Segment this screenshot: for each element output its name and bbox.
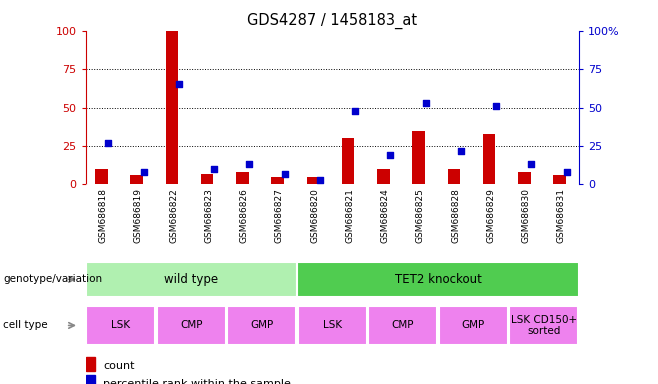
Bar (95, 169, 107, 184)
Text: GSM686821: GSM686821 (345, 188, 355, 243)
Point (385, 152, 395, 158)
Text: CMP: CMP (180, 320, 203, 331)
Point (315, 177, 325, 183)
Bar (236, 172, 249, 184)
Point (456, 147, 467, 154)
Bar (483, 134, 495, 184)
Bar (368, 306, 438, 345)
Point (350, 108, 361, 114)
Bar (413, 131, 425, 184)
Point (491, 103, 501, 109)
Text: LSK: LSK (322, 320, 342, 331)
Bar (86, 374, 95, 384)
Bar (377, 169, 390, 184)
Text: genotype/variation: genotype/variation (3, 274, 103, 285)
Text: GMP: GMP (462, 320, 485, 331)
Bar (201, 174, 213, 184)
Point (561, 169, 572, 175)
Text: GSM686830: GSM686830 (522, 188, 530, 243)
Text: GSM686823: GSM686823 (205, 188, 213, 243)
Bar (130, 175, 143, 184)
Point (209, 166, 220, 172)
Bar (297, 306, 367, 345)
Point (280, 170, 290, 177)
Bar (553, 175, 566, 184)
Bar (297, 262, 579, 297)
Point (103, 140, 114, 146)
Text: GSM686818: GSM686818 (99, 188, 108, 243)
Text: percentile rank within the sample: percentile rank within the sample (103, 379, 291, 384)
Text: GMP: GMP (250, 320, 274, 331)
Point (174, 81, 184, 88)
Title: GDS4287 / 1458183_at: GDS4287 / 1458183_at (247, 13, 417, 29)
Bar (439, 306, 508, 345)
Bar (519, 172, 530, 184)
Bar (86, 306, 155, 345)
Text: GSM686825: GSM686825 (416, 188, 425, 243)
Bar (166, 31, 178, 184)
Bar (86, 262, 297, 297)
Text: GSM686828: GSM686828 (451, 188, 460, 243)
Bar (447, 169, 460, 184)
Point (526, 161, 537, 167)
Text: wild type: wild type (164, 273, 218, 286)
Text: GSM686824: GSM686824 (381, 188, 390, 243)
Text: count: count (103, 361, 135, 371)
Text: GSM686826: GSM686826 (240, 188, 249, 243)
Bar (342, 138, 354, 184)
Text: CMP: CMP (392, 320, 414, 331)
Text: TET2 knockout: TET2 knockout (395, 273, 482, 286)
Bar (227, 306, 296, 345)
Bar (307, 177, 319, 184)
Text: LSK CD150+
sorted: LSK CD150+ sorted (511, 314, 577, 336)
Bar (157, 306, 226, 345)
Text: LSK: LSK (111, 320, 130, 331)
Text: GSM686820: GSM686820 (310, 188, 319, 243)
Text: GSM686827: GSM686827 (275, 188, 284, 243)
Text: cell type: cell type (3, 320, 48, 331)
Bar (86, 357, 95, 371)
Point (244, 161, 255, 167)
Text: GSM686822: GSM686822 (169, 188, 178, 243)
Bar (272, 177, 284, 184)
Point (138, 169, 149, 175)
Text: GSM686819: GSM686819 (134, 188, 143, 243)
Text: GSM686831: GSM686831 (557, 188, 566, 243)
Text: GSM686829: GSM686829 (486, 188, 495, 243)
Bar (509, 306, 578, 345)
Point (420, 100, 431, 106)
